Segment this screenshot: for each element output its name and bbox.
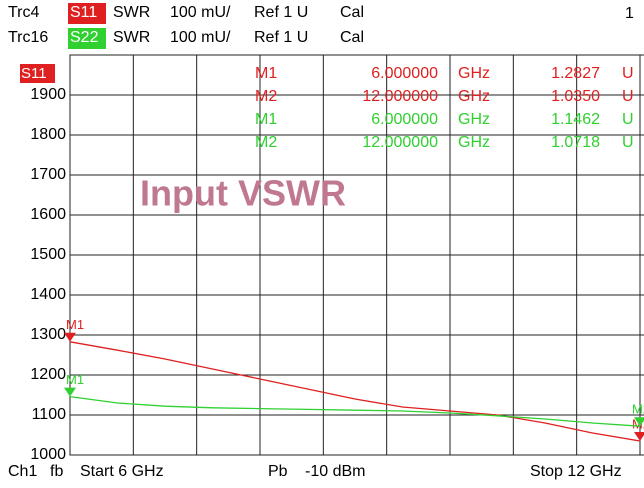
- marker-value: 1.2827: [551, 65, 600, 82]
- marker-x: 6.000000: [371, 111, 438, 128]
- ref: Ref 1 U: [254, 29, 308, 46]
- trace-name: Trc4: [8, 4, 40, 21]
- y-tick-label: 1200: [30, 366, 66, 383]
- param: S22: [70, 29, 99, 46]
- corner-label: 1: [625, 5, 634, 22]
- marker-value: 1.0350: [551, 88, 600, 105]
- marker-triangle: [64, 332, 76, 342]
- marker-value-unit: U: [622, 134, 634, 151]
- power: -10 dBm: [305, 463, 365, 480]
- marker-label: M1: [66, 372, 84, 387]
- marker-x-unit: GHz: [458, 134, 490, 151]
- marker-label: M1: [66, 317, 84, 332]
- marker-x: 6.000000: [371, 65, 438, 82]
- marker-value: 1.1462: [551, 111, 600, 128]
- trace-line: [69, 395, 641, 427]
- param-box: [68, 28, 106, 49]
- ref: Ref 1 U: [254, 4, 308, 21]
- marker-name: M2: [255, 88, 277, 105]
- channel: Ch1: [8, 463, 37, 480]
- marker-triangle: [634, 417, 644, 427]
- stop: Stop 12 GHz: [530, 463, 622, 480]
- marker-name: M1: [255, 65, 277, 82]
- trace-line: [69, 341, 641, 442]
- marker-name: M2: [255, 134, 277, 151]
- active-trace: S11: [21, 65, 47, 82]
- marker-label: M2: [632, 402, 644, 417]
- cal: Cal: [340, 4, 364, 21]
- marker-x: 12.000000: [362, 134, 438, 151]
- y-tick-label: 1100: [32, 406, 67, 423]
- trace-name: Trc16: [8, 29, 48, 46]
- y-tick-label: 1300: [30, 326, 66, 343]
- marker-x-unit: GHz: [458, 88, 490, 105]
- scale: 100 mU/: [170, 4, 231, 21]
- marker-value-unit: U: [622, 88, 634, 105]
- marker-triangle: [634, 432, 644, 441]
- marker-x-unit: GHz: [458, 65, 490, 82]
- cal: Cal: [340, 29, 364, 46]
- y-tick-label: 1400: [30, 286, 66, 303]
- mode: fb: [50, 463, 63, 480]
- marker-value-unit: U: [622, 65, 634, 82]
- marker-value: 1.0718: [551, 134, 600, 151]
- y-tick-label: 1900: [30, 86, 66, 103]
- format: SWR: [113, 4, 150, 21]
- chart-title: Input VSWR: [140, 173, 346, 214]
- active-trace-box: [20, 64, 55, 83]
- param: S11: [70, 4, 97, 21]
- marker-triangle: [64, 387, 76, 397]
- y-tick-label: 1500: [30, 246, 66, 263]
- marker-x-unit: GHz: [458, 111, 490, 128]
- param-box: [68, 3, 106, 24]
- marker-x: 12.000000: [362, 88, 438, 105]
- power-mode: Pb: [268, 463, 288, 480]
- y-tick-label: 1000: [30, 446, 66, 463]
- marker-name: M1: [255, 111, 277, 128]
- marker-value-unit: U: [622, 111, 634, 128]
- y-tick-label: 1700: [30, 166, 66, 183]
- scale: 100 mU/: [170, 29, 231, 46]
- format: SWR: [113, 29, 150, 46]
- y-tick-label: 1600: [30, 206, 66, 223]
- start: Start 6 GHz: [80, 463, 164, 480]
- y-tick-label: 1800: [30, 126, 66, 143]
